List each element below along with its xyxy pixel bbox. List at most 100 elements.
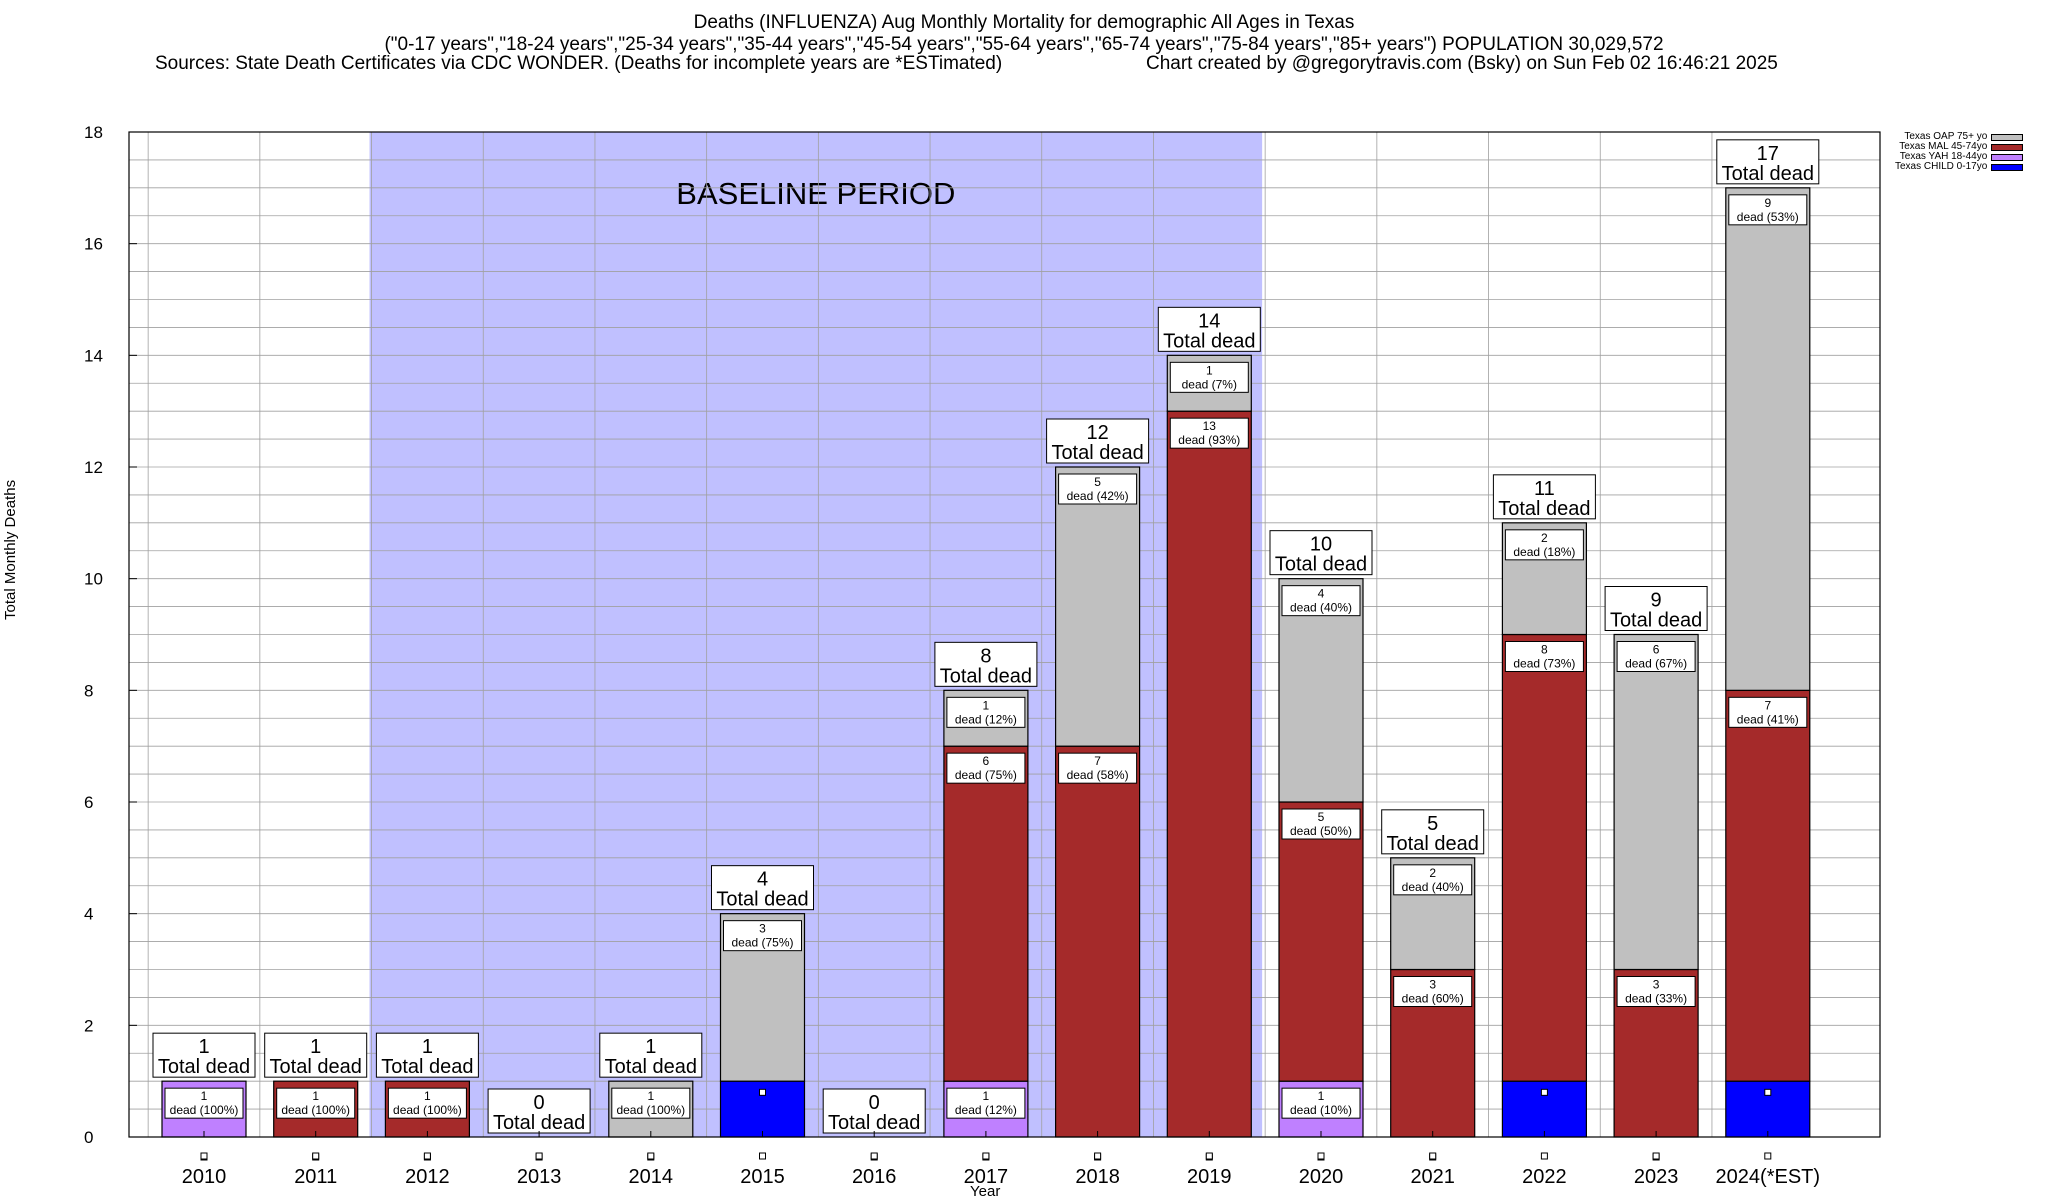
legend-item: Texas MAL 45-74yo <box>1895 141 2024 152</box>
total-label-value: 0 <box>534 1092 545 1114</box>
plot-frame <box>128 131 1881 1138</box>
x-axis-marker <box>1094 1152 1102 1160</box>
legend-item-label: Texas MAL 45-74yo <box>1899 141 1988 152</box>
x-axis-marker <box>1317 1152 1325 1160</box>
segment-label-count: 9 <box>1764 196 1771 210</box>
segment-label-text: dead (100%) <box>170 1103 239 1117</box>
segment-label-count: 3 <box>1653 978 1660 992</box>
chart-sources: Sources: State Death Certificates via CD… <box>155 53 1003 74</box>
total-label-value: 5 <box>1427 813 1438 835</box>
y-tick-label: 10 <box>84 570 103 589</box>
segment-label-count: 13 <box>1203 419 1217 433</box>
x-tick-label: 2010 <box>182 1166 227 1188</box>
segment-label-count: 6 <box>983 754 990 768</box>
total-label-box <box>1157 306 1261 352</box>
total-label-box <box>711 865 814 911</box>
total-label-box <box>822 1088 926 1134</box>
bar-segment <box>1278 801 1364 1082</box>
x-axis-marker <box>1540 1152 1548 1160</box>
segment-label-text: dead (18%) <box>1513 545 1575 559</box>
total-label-box <box>375 1032 479 1078</box>
segment-label-count: 1 <box>424 1089 431 1103</box>
x-axis-marker <box>870 1152 878 1160</box>
bar-segment <box>1501 633 1588 1082</box>
segment-label-box <box>1058 752 1138 784</box>
total-label-value: 9 <box>1651 590 1662 612</box>
segment-label-box <box>1281 585 1361 617</box>
y-tick-label: 2 <box>84 1016 93 1035</box>
total-label-box <box>152 1032 256 1078</box>
total-label-text: Total dead <box>1387 833 1479 855</box>
segment-label-box <box>1281 1087 1361 1119</box>
total-label-value: 1 <box>310 1036 321 1058</box>
segment-label-text: dead (93%) <box>1178 433 1240 447</box>
x-axis-marker <box>312 1152 320 1160</box>
total-label-box <box>1716 139 1820 185</box>
segment-label-box <box>164 1087 244 1119</box>
segment-label-box <box>387 1087 467 1119</box>
total-label-box <box>1269 530 1373 576</box>
total-label-value: 1 <box>422 1036 433 1058</box>
segment-label-count: 1 <box>312 1089 319 1103</box>
legend-swatch <box>1991 163 2024 171</box>
segment-label-box <box>1169 417 1249 449</box>
total-label-text: Total dead <box>605 1056 697 1078</box>
segment-label-count: 3 <box>759 922 766 936</box>
segment-label-text: dead (58%) <box>1067 768 1129 782</box>
total-label-box <box>1046 418 1150 464</box>
legend-item: Texas YAH 18-44yo <box>1895 152 2024 162</box>
x-axis-marker <box>1429 1152 1437 1160</box>
segment-label-count: 5 <box>1094 475 1101 489</box>
y-tick-label: 18 <box>84 123 103 142</box>
segment-label-box <box>946 696 1026 728</box>
total-label-text: Total dead <box>1498 498 1590 520</box>
segment-label-text: dead (100%) <box>616 1103 685 1117</box>
segment-label-count: 8 <box>1541 643 1548 657</box>
segment-label-text: dead (33%) <box>1625 992 1687 1006</box>
total-label-value: 11 <box>1534 478 1555 500</box>
x-tick-label: 2014 <box>629 1166 674 1188</box>
total-label-text: Total dead <box>158 1056 250 1078</box>
x-tick-label: 2016 <box>852 1166 897 1188</box>
segment-label-count: 2 <box>1429 866 1436 880</box>
x-tick-label: 2017 <box>964 1166 1009 1188</box>
total-label-text: Total dead <box>940 665 1032 687</box>
x-axis-marker <box>1205 1152 1213 1160</box>
x-tick-label: 2018 <box>1075 1166 1120 1188</box>
segment-label-text: dead (10%) <box>1290 1103 1352 1117</box>
total-label-value: 4 <box>757 869 768 891</box>
segment-label-box <box>1281 808 1361 840</box>
segment-label-text: dead (41%) <box>1737 712 1799 726</box>
chart-subtitle: ("0-17 years","18-24 years","25-34 years… <box>384 34 1664 55</box>
x-tick-label: 2012 <box>405 1166 450 1188</box>
total-label-text: Total dead <box>1163 330 1255 352</box>
segment-label-count: 1 <box>201 1089 208 1103</box>
legend-swatch <box>1991 153 2024 161</box>
segment-label-text: dead (53%) <box>1737 210 1799 224</box>
segment-label-box <box>1393 976 1473 1007</box>
segment-label-text: dead (40%) <box>1290 601 1352 615</box>
segment-label-text: dead (40%) <box>1402 880 1464 894</box>
total-label-box <box>1604 586 1708 631</box>
total-label-value: 0 <box>869 1092 880 1114</box>
legend-item-label: Texas OAP 75+ yo <box>1904 131 1988 142</box>
legend: Texas OAP 75+ yo Texas MAL 45-74yo Texas Y… <box>1895 131 2024 172</box>
legend-swatch <box>1991 143 2024 151</box>
y-tick-label: 12 <box>84 458 103 477</box>
baseline-period-label: BASELINE PERIOD <box>676 176 955 211</box>
y-tick-label: 8 <box>84 681 93 700</box>
legend-swatch <box>1991 133 2024 141</box>
x-tick-label: 2021 <box>1410 1166 1455 1188</box>
total-label-box <box>1381 809 1485 855</box>
x-tick-label: 2011 <box>294 1166 337 1188</box>
total-label-box <box>599 1032 703 1078</box>
total-label-value: 12 <box>1086 422 1108 444</box>
chart-credit: Chart created by @gregorytravis.com (Bsk… <box>1146 53 1778 74</box>
segment-label-text: dead (75%) <box>731 936 793 950</box>
segment-label-count: 4 <box>1318 587 1325 601</box>
total-label-text: Total dead <box>1275 554 1367 576</box>
total-label-value: 8 <box>980 645 991 667</box>
x-tick-label: 2022 <box>1522 1166 1567 1188</box>
legend-item-label: Texas CHILD 0-17yo <box>1895 161 1988 172</box>
